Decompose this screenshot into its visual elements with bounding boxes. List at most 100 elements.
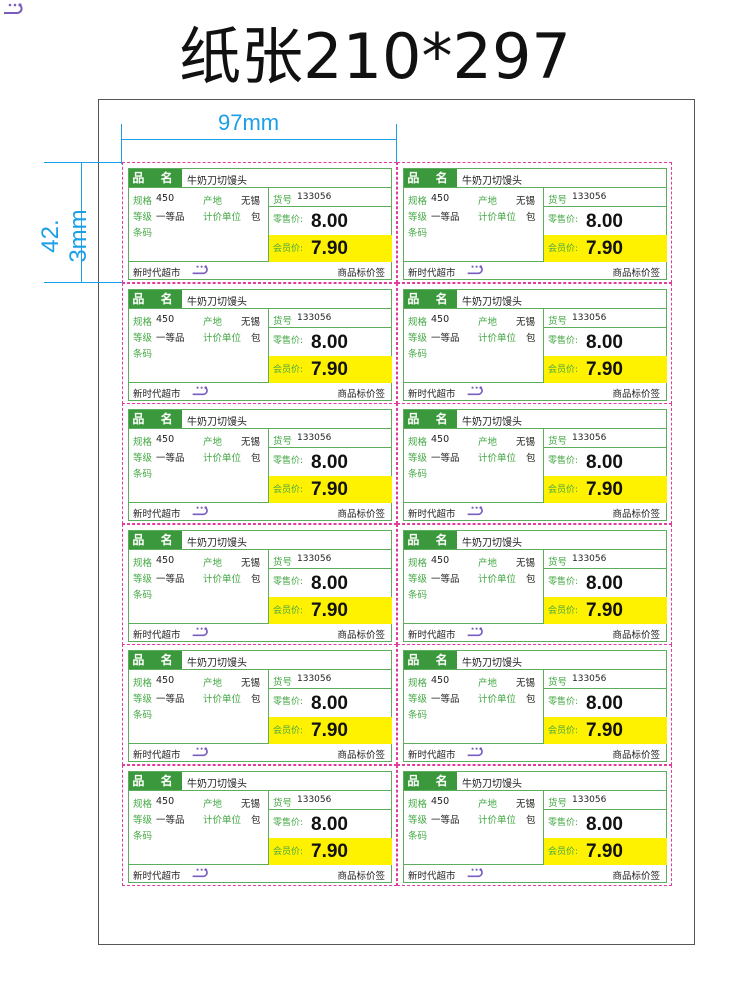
item-no-value: 133056 [572, 192, 607, 202]
label-frame: 品 名 牛奶刀切馒头 规格 450 产地 无锡 等级 一等品 计价单位 包 条码… [403, 650, 667, 762]
grade-value: 一等品 [431, 694, 460, 705]
product-name: 牛奶刀切馒头 [462, 658, 522, 669]
origin-label: 产地 [478, 678, 498, 689]
origin-label: 产地 [478, 437, 498, 448]
name-label: 品 名 [129, 771, 182, 790]
spec-label: 规格 [408, 678, 428, 689]
retail-price-label: 零售价: [548, 576, 579, 587]
name-label: 品 名 [404, 771, 457, 790]
name-label: 品 名 [129, 169, 182, 187]
store-logo-icon [192, 385, 208, 395]
store-logo-icon [192, 506, 208, 516]
origin-label: 产地 [478, 557, 498, 569]
label-frame: 品 名 牛奶刀切馒头 规格 450 产地 无锡 等级 一等品 计价单位 包 条码… [403, 770, 667, 883]
tag-type: 商品标价签 [612, 388, 660, 400]
member-price: 7.90 [586, 358, 623, 380]
price-label: 品 名 牛奶刀切馒头 规格 450 产地 无锡 等级 一等品 计价单位 包 条码… [397, 162, 672, 283]
retail-price-label: 零售价: [548, 817, 579, 828]
item-no-row: 货号 133056 [269, 429, 392, 448]
store-logo-icon [467, 747, 483, 757]
name-label: 品 名 [404, 169, 457, 187]
spec-value: 450 [156, 554, 175, 566]
unit-label: 计价单位 [478, 332, 517, 344]
spec-value: 450 [156, 434, 175, 445]
member-price: 7.90 [586, 840, 623, 862]
member-price-row: 会员价: 7.90 [269, 837, 392, 865]
barcode-label: 条码 [408, 348, 428, 360]
footer: 新时代超市 商品标价签 [129, 865, 391, 883]
spec-label: 规格 [408, 798, 428, 810]
unit-label: 计价单位 [203, 573, 242, 585]
label-frame: 品 名 牛奶刀切馒头 规格 450 产地 无锡 等级 一等品 计价单位 包 条码… [403, 529, 667, 642]
retail-price-label: 零售价: [273, 576, 304, 587]
price-label: 品 名 牛奶刀切馒头 规格 450 产地 无锡 等级 一等品 计价单位 包 条码… [122, 644, 397, 765]
origin-label: 产地 [478, 798, 498, 810]
origin-value: 无锡 [516, 798, 536, 810]
origin-label: 产地 [478, 316, 498, 328]
label-frame: 品 名 牛奶刀切馒头 规格 450 产地 无锡 等级 一等品 计价单位 包 条码… [128, 168, 392, 280]
name-row: 品 名 牛奶刀切馒头 [404, 530, 666, 550]
item-no-row: 货号 133056 [544, 670, 667, 689]
name-row: 品 名 牛奶刀切馒头 [404, 771, 666, 791]
product-name: 牛奶刀切馒头 [462, 296, 522, 308]
retail-price-label: 零售价: [273, 335, 304, 346]
member-price-row: 会员价: 7.90 [544, 476, 667, 503]
member-price: 7.90 [586, 238, 623, 259]
spec-label: 规格 [133, 798, 153, 810]
footer: 新时代超市 商品标价签 [404, 383, 666, 401]
store-name: 新时代超市 [408, 268, 456, 279]
tag-type: 商品标价签 [612, 268, 660, 279]
unit-value: 包 [251, 694, 261, 705]
product-name: 牛奶刀切馒头 [462, 778, 522, 790]
name-row: 品 名 牛奶刀切馒头 [129, 651, 391, 670]
name-row: 品 名 牛奶刀切馒头 [129, 169, 391, 188]
footer: 新时代超市 商品标价签 [129, 744, 391, 762]
origin-value: 无锡 [516, 437, 536, 448]
details: 规格 450 产地 无锡 等级 一等品 计价单位 包 条码 货号 133056 … [129, 308, 392, 383]
grade-value: 一等品 [156, 814, 185, 826]
item-no-row: 货号 133056 [544, 791, 667, 810]
grade-value: 一等品 [156, 332, 185, 344]
item-no-row: 货号 133056 [269, 550, 392, 569]
retail-price: 8.00 [586, 331, 623, 353]
footer: 新时代超市 商品标价签 [129, 262, 391, 280]
details: 规格 450 产地 无锡 等级 一等品 计价单位 包 条码 货号 133056 … [404, 670, 667, 744]
item-no-label: 货号 [273, 797, 293, 809]
member-price-row: 会员价: 7.90 [269, 717, 392, 744]
member-price: 7.90 [311, 479, 348, 500]
label-frame: 品 名 牛奶刀切馒头 规格 450 产地 无锡 等级 一等品 计价单位 包 条码… [128, 770, 392, 883]
name-row: 品 名 牛奶刀切馒头 [404, 410, 666, 429]
grade-label: 等级 [133, 332, 153, 344]
dimension-tick [44, 162, 122, 163]
product-name: 牛奶刀切馒头 [462, 417, 522, 428]
store-logo-icon [467, 867, 483, 877]
store-logo-icon [467, 626, 483, 636]
height-dimension-line [81, 162, 82, 283]
name-label: 品 名 [404, 651, 457, 669]
member-price-label: 会员价: [548, 726, 579, 736]
item-no-value: 133056 [297, 794, 332, 805]
retail-price: 8.00 [586, 572, 623, 594]
label-frame: 品 名 牛奶刀切馒头 规格 450 产地 无锡 等级 一等品 计价单位 包 条码… [403, 288, 667, 401]
price-label: 品 名 牛奶刀切馒头 规格 450 产地 无锡 等级 一等品 计价单位 包 条码… [397, 523, 672, 645]
member-price-label: 会员价: [273, 485, 304, 495]
grade-value: 一等品 [431, 453, 460, 464]
barcode-label: 条码 [408, 469, 428, 480]
retail-price-label: 零售价: [273, 817, 304, 828]
tag-type: 商品标价签 [612, 629, 660, 641]
dimension-tick [121, 124, 122, 164]
grade-value: 一等品 [156, 453, 185, 464]
dimension-tick [44, 282, 122, 283]
spec-value: 450 [431, 554, 450, 566]
tag-type: 商品标价签 [337, 388, 385, 400]
item-no-value: 133056 [297, 433, 332, 443]
grade-label: 等级 [133, 573, 153, 585]
retail-price-label: 零售价: [548, 697, 579, 707]
retail-price: 8.00 [311, 211, 348, 232]
tag-type: 商品标价签 [337, 750, 385, 761]
spec-value: 450 [156, 675, 175, 686]
tag-type: 商品标价签 [612, 870, 660, 882]
price-panel: 货号 133056 零售价: 8.00 会员价: 7.90 [543, 670, 667, 744]
member-price: 7.90 [586, 599, 623, 621]
name-label: 品 名 [129, 289, 182, 308]
